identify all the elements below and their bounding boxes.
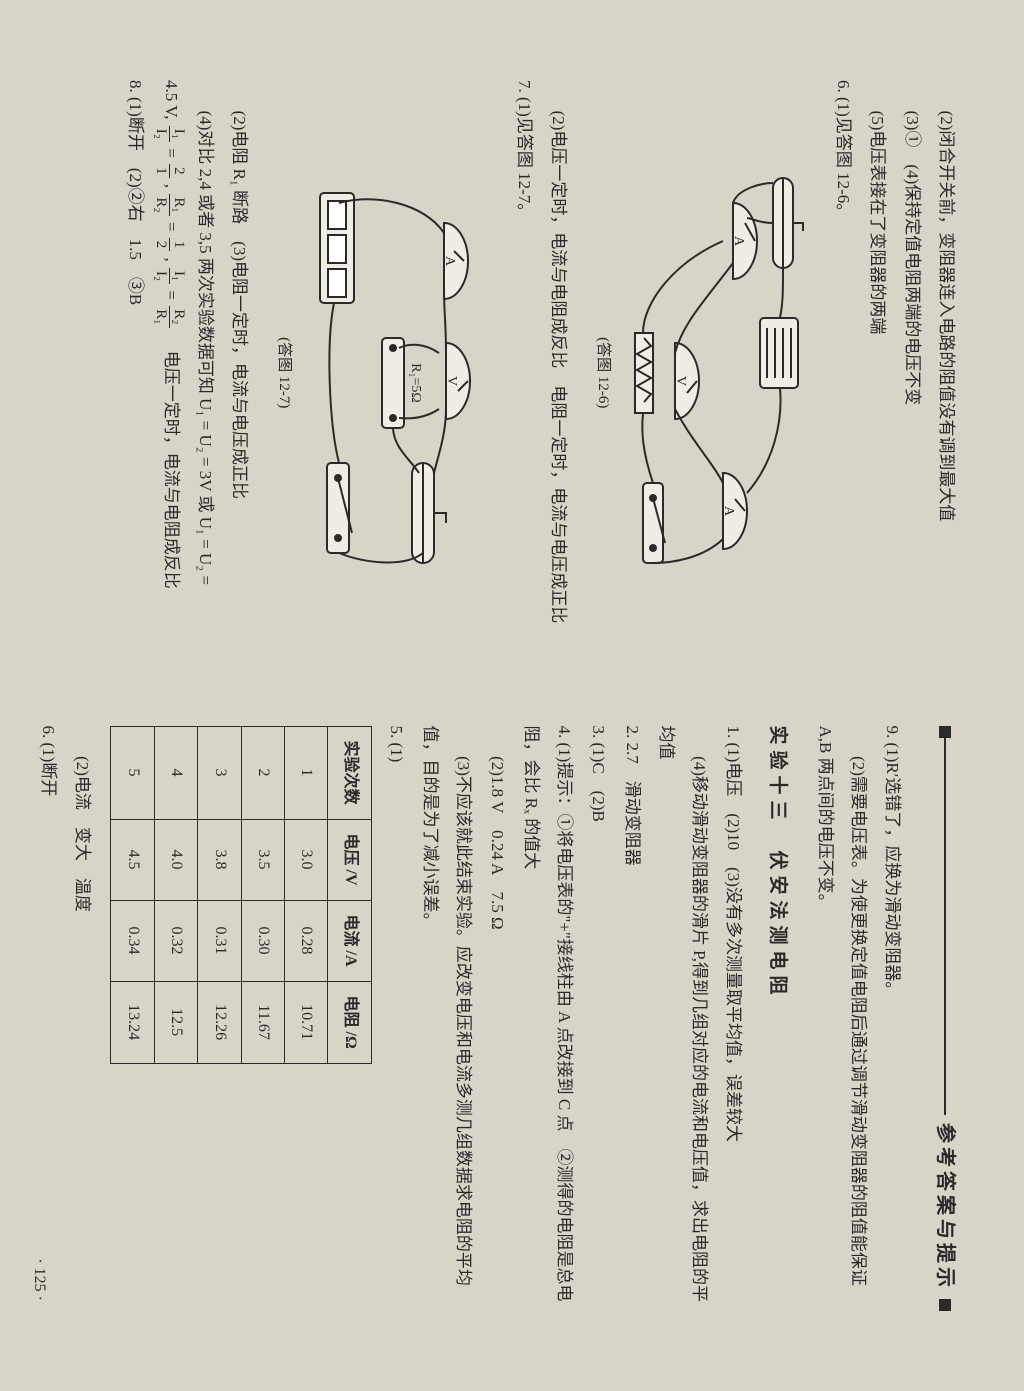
text-line: (2)1.8 V 0.24 A 7.5 Ω (481, 726, 513, 1312)
table-cell: 0.34 (111, 900, 154, 981)
equals: = (162, 222, 181, 232)
table-row: 5 4.5 0.34 13.24 (111, 726, 154, 1063)
comma: , (162, 184, 181, 188)
page-title: 参考答案与提示 (926, 1115, 964, 1299)
figure-caption: (答图 12-7) (269, 80, 298, 666)
text-line: 7. (1)见答图 12-7。 (508, 80, 540, 666)
text-line: 1. (1)电压 (2)10 (3)没有多次测量取平均值，误差较大 (717, 726, 749, 1312)
text-line: (2)电压一定时，电流与电阻成反比 电阻一定时，电流与电压成正比 (542, 80, 574, 666)
text-line: (2)需要电压表。为使更换定值电阻后通过调节滑动变阻器的阻值能保证 A,B 两点… (809, 726, 874, 1312)
text-line: 6. (1)断开 (32, 726, 64, 1312)
equals: = (162, 290, 181, 300)
fraction: R₁R₂ (153, 194, 187, 215)
text-line: 6. (1)见答图 12-6。 (827, 80, 859, 666)
table-cell: 4.5 (111, 819, 154, 900)
text-line: (2)电阻 R₁ 断路 (3)电阻一定时，电流与电压成正比 (223, 80, 255, 666)
table-head: 实验次数 电压 /V 电流 /A 电阻 /Ω (328, 726, 371, 1063)
text-line: (3)① (4)保持定值电阻两端的电压不变 (895, 80, 927, 666)
table-row: 3 3.8 0.31 12.26 (198, 726, 241, 1063)
text-line: 2. 2.7 滑动变阻器 (616, 726, 648, 1312)
text-line: (3)不应该就此结束实验。应改变电压和电流多测几组数据求电阻的平均值，目的是为了… (414, 726, 479, 1312)
table-cell: 10.71 (284, 981, 327, 1063)
text-line: 5. (1) (380, 726, 412, 1312)
table-cell: 1 (284, 726, 327, 819)
column-right: 参考答案与提示 9. (1)R′选错了，应换为滑动变阻器。 (2)需要电压表。为… (40, 716, 964, 1312)
text-line: (2)闭合开关前，变阻器连入电路的阻值没有调到最大值 (930, 80, 962, 666)
svg-text:A: A (442, 256, 457, 267)
text-line: 8. (1)断开 (2)②右 1.5 ③B (118, 80, 150, 666)
table-header: 电压 /V (328, 819, 371, 900)
table-header: 实验次数 (328, 726, 371, 819)
page-rotated-content: (2)闭合开关前，变阻器连入电路的阻值没有调到最大值 (3)① (4)保持定值电… (0, 0, 1024, 1391)
svg-text:A: A (731, 236, 746, 247)
table-cell: 3.0 (284, 819, 327, 900)
table-header: 电阻 /Ω (328, 981, 371, 1063)
table-row: 2 3.5 0.30 11.67 (241, 726, 284, 1063)
page-header: 参考答案与提示 (926, 726, 964, 1312)
table-cell: 0.31 (198, 900, 241, 981)
column-left: (2)闭合开关前，变阻器连入电路的阻值没有调到最大值 (3)① (4)保持定值电… (40, 80, 964, 676)
comma: , (162, 257, 181, 261)
text-line: 4. (1)提示：①将电压表的"+"接线柱由 A 点改接到 C 点 ②测得的电阻… (515, 726, 580, 1312)
table-cell: 3.8 (198, 819, 241, 900)
circuit-diagram-icon: A V R₁=5Ω (304, 163, 494, 583)
fraction: 21 (153, 164, 187, 178)
table-header: 电流 /A (328, 900, 371, 981)
text-fragment: 电压一定时，电流与电阻成反比 (162, 334, 181, 589)
text-line: (4)移动滑动变阻器的滑片 P,得到几组对应的电流和电压值，求出电阻的平均值 (650, 726, 715, 1312)
text-line: 3. (1)C (2)B (582, 726, 614, 1312)
table-cell: 11.67 (241, 981, 284, 1063)
text-line: (5)电压表接在了变阻器的两端 (861, 80, 893, 666)
svg-text:R₁=5Ω: R₁=5Ω (408, 363, 423, 403)
table-row: 实验次数 电压 /V 电流 /A 电阻 /Ω (328, 726, 371, 1063)
circuit-diagram-icon: A V A (623, 163, 813, 583)
fraction: I₁I₂ (153, 126, 187, 142)
svg-text:A: A (721, 506, 736, 517)
text-line: (2)电流 变大 温度 (66, 726, 98, 1312)
text-line: 9. (1)R′选错了，应换为滑动变阻器。 (876, 726, 908, 1312)
table-cell: 4.0 (154, 819, 197, 900)
header-square-icon (939, 1299, 951, 1311)
header-rule (944, 738, 946, 1116)
fraction: 12 (153, 238, 187, 252)
table-cell: 3.5 (241, 819, 284, 900)
page-number: · 125 · (30, 1258, 48, 1301)
table-cell: 5 (111, 726, 154, 819)
table-row: 4 4.0 0.32 12.5 (154, 726, 197, 1063)
table-cell: 0.32 (154, 900, 197, 981)
table-row: 1 3.0 0.28 10.71 (284, 726, 327, 1063)
table-cell: 0.28 (284, 900, 327, 981)
table-cell: 4 (154, 726, 197, 819)
text-line: (4)对比 2,4 或者 3,5 两次实验数据可知 U₁ = U₂ = 3V 或… (189, 80, 221, 666)
svg-text:V: V (673, 376, 688, 386)
table-body: 1 3.0 0.28 10.71 2 3.5 0.30 11.67 3 3.8 … (111, 726, 328, 1063)
table-cell: 13.24 (111, 981, 154, 1063)
equation-line: 4.5 V, I₁I₂ = 21 , R₁R₂ = 12 , I₁I₂ = R₂… (153, 80, 187, 666)
fraction: I₁I₂ (153, 268, 187, 284)
table-cell: 3 (198, 726, 241, 819)
equals: = (162, 148, 181, 158)
section-heading: 实验十三 伏安法测电阻 (759, 726, 795, 1312)
table-cell: 0.30 (241, 900, 284, 981)
table-cell: 2 (241, 726, 284, 819)
figure-12-7: A V R₁=5Ω (269, 80, 494, 666)
text-fragment: 4.5 V, (162, 80, 181, 120)
figure-12-6: A V A (588, 80, 813, 666)
header-square-icon (939, 726, 951, 738)
svg-text:V: V (444, 376, 459, 386)
figure-caption: (答图 12-6) (588, 80, 617, 666)
table-cell: 12.5 (154, 981, 197, 1063)
table-cell: 12.26 (198, 981, 241, 1063)
data-table: 实验次数 电压 /V 电流 /A 电阻 /Ω 1 3.0 0.28 10.71 … (110, 726, 371, 1064)
fraction: R₂R₁ (153, 306, 187, 327)
